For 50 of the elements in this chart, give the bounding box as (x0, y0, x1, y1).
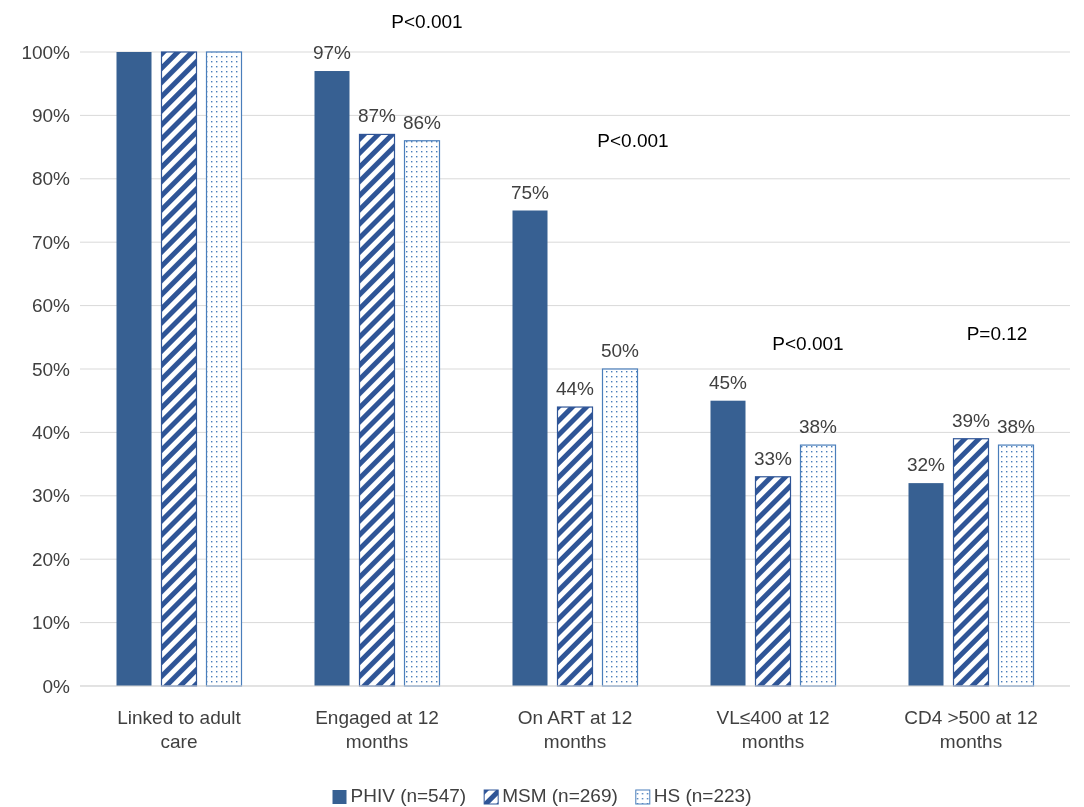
legend-label: HS (n=223) (653, 785, 752, 806)
data-label: 86% (402, 111, 442, 133)
data-label: 32% (906, 454, 946, 476)
y-tick-label: 30% (31, 485, 71, 507)
data-label: 33% (753, 447, 793, 469)
y-tick-label: 100% (21, 41, 71, 63)
bar (997, 444, 1035, 687)
bar (556, 406, 594, 687)
bar (799, 444, 837, 687)
annotation: P=0.12 (966, 323, 1028, 344)
y-tick-label: 0% (42, 675, 71, 697)
legend-label: PHIV (n=547) (350, 785, 467, 806)
x-tick-label: On ART at 12 months (517, 707, 633, 752)
y-tick-label: 20% (31, 548, 71, 570)
data-label: 87% (357, 105, 397, 127)
text: P<0.001 (391, 11, 463, 32)
bar (754, 476, 792, 687)
x-tick-label: Linked to adult care (117, 707, 242, 752)
bar (160, 51, 198, 687)
x-tick-label: CD4 >500 at 12 months (904, 707, 1038, 752)
y-tick-label: 50% (31, 358, 71, 380)
bar (908, 483, 944, 686)
bar (358, 133, 396, 687)
data-label: 97% (312, 42, 352, 64)
y-tick-label: 40% (31, 421, 71, 443)
data-label: 39% (951, 409, 991, 431)
y-tick-label: 70% (31, 231, 71, 253)
y-tick-label: 90% (31, 104, 71, 126)
bar (403, 140, 441, 687)
bar (512, 210, 548, 686)
legend-label: MSM (n=269) (502, 785, 618, 806)
x-tick-label: Engaged at 12 months (315, 707, 439, 752)
bar (205, 51, 243, 687)
data-label: 75% (510, 181, 550, 203)
annotation: P<0.001 (772, 333, 844, 354)
y-tick-label: 60% (31, 295, 71, 317)
data-label: 45% (708, 371, 748, 393)
bar (314, 71, 350, 686)
data-label: 38% (996, 416, 1036, 438)
data-label: 44% (555, 378, 595, 400)
data-label: 50% (600, 340, 640, 361)
bar (710, 400, 746, 686)
bar (601, 368, 639, 687)
y-tick-label: 10% (31, 612, 71, 634)
annotation: P<0.001 (597, 130, 669, 151)
bar (952, 438, 990, 687)
y-tick-label: 80% (31, 168, 71, 190)
data-label: 38% (798, 416, 838, 438)
bar (116, 52, 152, 686)
x-tick-label: VL≤400 at 12 months (716, 707, 830, 752)
